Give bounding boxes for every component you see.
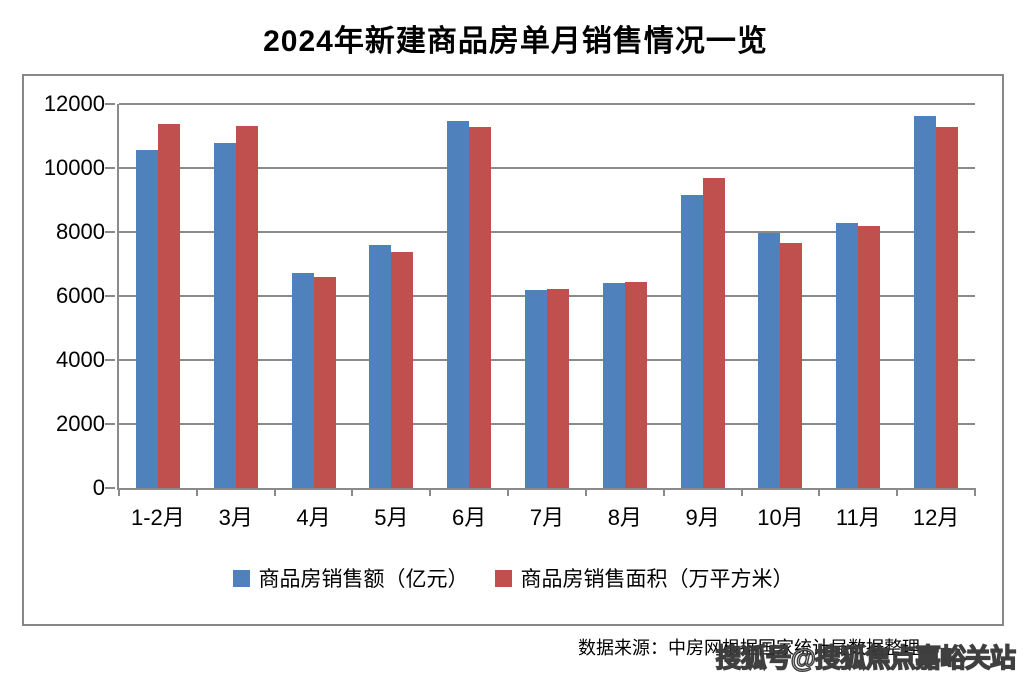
sohu-watermark: 搜狐号@搜狐焦点嘉峪关站 xyxy=(715,642,1017,673)
legend-item-sales-amount: 商品房销售额（亿元） xyxy=(232,563,469,593)
y-tick-label: 12000 xyxy=(43,91,105,116)
y-tick-label: 4000 xyxy=(56,347,105,372)
y-tick-label: 0 xyxy=(92,475,105,500)
x-axis-tick xyxy=(974,488,976,496)
bar-amount-6月 xyxy=(447,121,470,488)
gridline xyxy=(119,103,975,105)
y-tick-label: 10000 xyxy=(43,155,105,180)
x-tick-label: 9月 xyxy=(685,505,720,530)
x-tick-label: 10月 xyxy=(757,505,804,530)
x-tick-label: 6月 xyxy=(452,505,487,530)
y-axis-tick xyxy=(105,295,115,297)
bar-area-8月 xyxy=(624,281,647,488)
chart-frame: 0 2000 4000 6000 8000 10000 12000 1-2月 3月 4月 5月 6月 7… xyxy=(22,74,1004,626)
bar-amount-8月 xyxy=(602,283,625,488)
y-tick-label: 2000 xyxy=(56,411,105,436)
y-axis-tick xyxy=(105,487,115,489)
x-axis-tick xyxy=(351,488,354,496)
bar-area-4月 xyxy=(313,277,336,488)
x-axis-tick xyxy=(818,488,821,496)
y-tick-label: 8000 xyxy=(56,219,105,244)
legend-item-sales-area: 商品房销售面积（万平方米） xyxy=(494,563,794,593)
bar-area-6月 xyxy=(469,127,492,488)
bar-amount-11月 xyxy=(836,223,859,488)
legend-label-sales-amount: 商品房销售额（亿元） xyxy=(258,568,469,591)
x-tick-label: 8月 xyxy=(607,505,642,530)
gridline xyxy=(119,231,975,233)
x-tick-label: 12月 xyxy=(912,505,960,530)
x-tick-label: 7月 xyxy=(529,505,565,530)
legend-swatch-blue-icon xyxy=(232,569,250,587)
x-axis-tick xyxy=(429,488,432,496)
x-axis-tick xyxy=(273,488,276,496)
x-axis-tick xyxy=(118,488,120,496)
bar-amount-9月 xyxy=(680,194,703,488)
y-tick-label: 6000 xyxy=(56,283,105,308)
bar-area-9月 xyxy=(702,178,725,488)
bar-amount-3月 xyxy=(213,142,236,488)
chart-legend: 商品房销售额（亿元） 商品房销售面积（万平方米） xyxy=(24,563,1002,593)
bar-area-11月 xyxy=(858,225,881,488)
x-tick-label: 5月 xyxy=(374,505,409,530)
plot-area: 0 2000 4000 6000 8000 10000 12000 1-2月 3月 4月 5月 6月 7… xyxy=(44,91,976,530)
x-tick-label: 3月 xyxy=(218,505,253,530)
x-tick-label: 1-2月 xyxy=(131,505,185,530)
y-axis-tick xyxy=(105,167,115,169)
bar-amount-10月 xyxy=(758,232,781,488)
bar-area-1-2月 xyxy=(157,124,180,488)
y-axis-tick xyxy=(105,231,115,233)
x-axis-tick xyxy=(507,488,510,496)
x-axis-tick xyxy=(584,488,587,496)
x-axis-tick xyxy=(896,488,899,496)
bar-area-10月 xyxy=(780,243,803,488)
y-axis-tick xyxy=(105,359,115,361)
data-source-text: 数据来源：中房网根据国家统计局数据整理 xyxy=(578,638,920,658)
y-axis-tick xyxy=(105,103,115,105)
chart-title: 2024年新建商品房单月销售情况一览 xyxy=(263,25,768,58)
legend-swatch-red-icon xyxy=(494,569,512,587)
x-axis-tick xyxy=(740,488,743,496)
legend-label-sales-area: 商品房销售面积（万平方米） xyxy=(520,568,794,591)
bar-area-12月 xyxy=(936,127,959,488)
bar-amount-7月 xyxy=(525,289,547,488)
bar-amount-12月 xyxy=(914,116,937,488)
gridline xyxy=(119,167,975,169)
bar-amount-5月 xyxy=(369,244,392,488)
bar-amount-4月 xyxy=(291,273,314,488)
y-axis-tick xyxy=(105,423,115,425)
bar-amount-1-2月 xyxy=(135,149,158,488)
x-axis-tick xyxy=(662,488,665,496)
x-axis-tick xyxy=(195,488,198,496)
x-tick-label: 11月 xyxy=(835,505,881,530)
bar-area-3月 xyxy=(235,126,258,488)
bar-area-7月 xyxy=(547,288,569,488)
x-tick-label: 4月 xyxy=(296,505,331,530)
bar-area-5月 xyxy=(391,251,414,488)
